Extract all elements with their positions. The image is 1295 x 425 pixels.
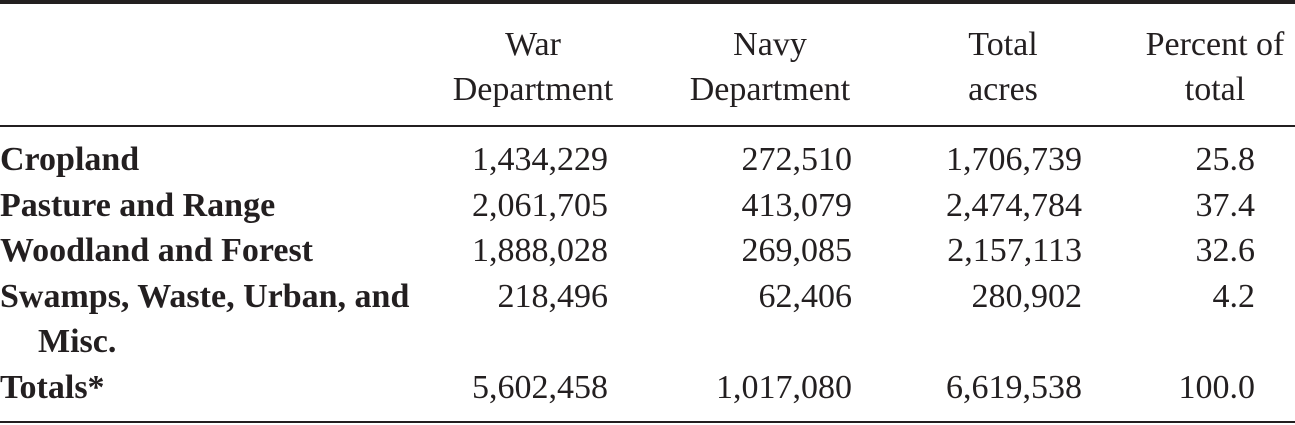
cell-value: 218,496 bbox=[497, 277, 609, 315]
cell-value: 1,434,229 bbox=[472, 141, 608, 178]
column-header: Total acres bbox=[968, 26, 1038, 108]
row-label: Pasture and Range bbox=[0, 186, 276, 224]
bottom-rule bbox=[0, 421, 1295, 423]
cell-value: 2,157,113 bbox=[947, 232, 1082, 269]
cell-value: 100.0 bbox=[1178, 368, 1256, 406]
cell-value: 37.4 bbox=[1195, 186, 1256, 224]
row-label: Cropland bbox=[0, 141, 140, 178]
cell-value: 2,061,705 bbox=[472, 186, 608, 224]
cell-value: 4.2 bbox=[1212, 277, 1256, 315]
cell-value: 1,017,080 bbox=[716, 368, 852, 406]
header-rule bbox=[0, 125, 1295, 127]
cell-value: 2,474,784 bbox=[946, 186, 1082, 224]
cell-value: 5,602,458 bbox=[472, 368, 608, 406]
top-rule bbox=[0, 0, 1295, 4]
cell-value: 413,079 bbox=[741, 186, 853, 224]
cell-value: 1,706,739 bbox=[946, 141, 1082, 178]
row-label: Totals* bbox=[0, 368, 105, 406]
cell-value: 32.6 bbox=[1195, 232, 1256, 269]
column-header: War Department bbox=[452, 26, 614, 108]
column-header: Navy Department bbox=[689, 26, 851, 108]
cell-value: 25.8 bbox=[1195, 141, 1256, 178]
cell-value: 280,902 bbox=[971, 277, 1083, 315]
row-label: Woodland and Forest bbox=[0, 232, 314, 269]
row-label: Swamps, Waste, Urban, and Misc. bbox=[0, 277, 410, 360]
column-header: Percent of total bbox=[1145, 26, 1285, 108]
cell-value: 62,406 bbox=[758, 277, 853, 315]
cell-value: 6,619,538 bbox=[946, 368, 1082, 406]
cell-value: 269,085 bbox=[741, 232, 853, 269]
cell-value: 272,510 bbox=[741, 141, 853, 178]
cell-value: 1,888,028 bbox=[472, 232, 608, 269]
